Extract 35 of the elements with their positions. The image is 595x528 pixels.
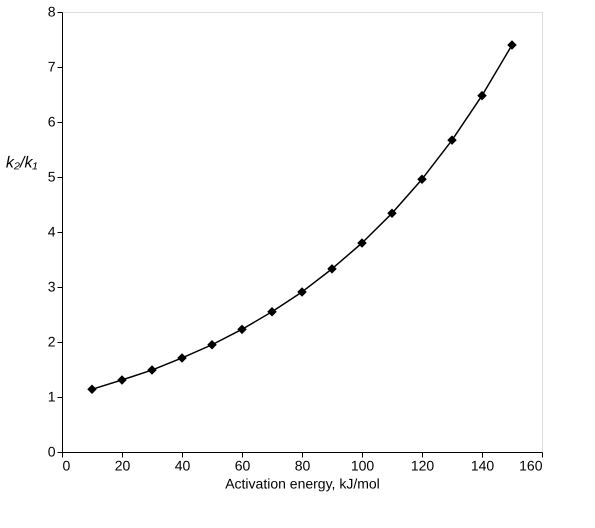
x-tick-label: 60 [234, 458, 250, 474]
x-tick-label: 100 [350, 458, 374, 474]
y-tick-label: 1 [48, 388, 56, 404]
x-tick-label: 20 [114, 458, 130, 474]
point [387, 208, 397, 218]
x-tick-label: 160 [519, 458, 543, 474]
y-tick-label: 7 [48, 58, 56, 74]
y-tick-label: 2 [48, 334, 56, 350]
point [87, 384, 97, 394]
y-tick-label: 3 [48, 278, 56, 294]
y-tick-label: 6 [48, 114, 56, 130]
x-tick-label: 40 [174, 458, 190, 474]
point [477, 90, 487, 100]
y-tick-label: 4 [48, 224, 56, 240]
point [357, 238, 367, 248]
x-tick-label: 0 [62, 458, 70, 474]
point [417, 174, 427, 184]
y-tick-label: 8 [48, 4, 56, 20]
y-tick-label: 0 [48, 444, 56, 460]
x-tick-label: 140 [470, 458, 494, 474]
x-axis-title: Activation energy, kJ/mol [225, 476, 380, 492]
point [237, 324, 247, 334]
point [327, 264, 337, 274]
point [177, 353, 187, 363]
y-tick-label: 5 [48, 168, 56, 184]
point [507, 40, 517, 50]
point [207, 340, 217, 350]
y-axis-title: k₂/k₁ [6, 154, 38, 172]
point [447, 135, 457, 145]
point [147, 365, 157, 375]
point [117, 375, 127, 385]
point [297, 287, 307, 297]
x-tick-label: 80 [294, 458, 310, 474]
point [267, 307, 277, 316]
x-tick-label: 120 [410, 458, 434, 474]
